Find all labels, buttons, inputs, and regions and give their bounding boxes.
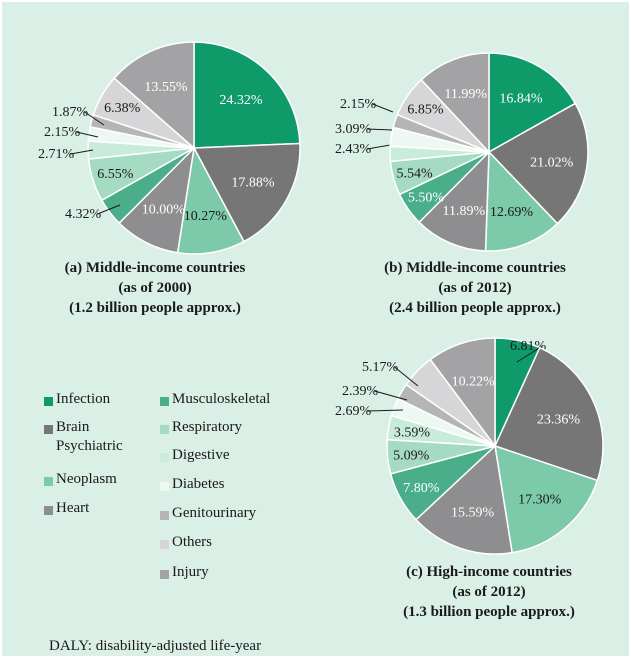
legend-swatch-respiratory (160, 425, 169, 434)
footnote: DALY: disability-adjusted life-year (49, 638, 262, 654)
leader-c-diabetes (367, 409, 404, 412)
label-a-musculoskeletal: 4.32% (65, 207, 102, 222)
slice-c-brain-psychiatric (493, 346, 604, 482)
label-c-genitourinary: 2.39% (342, 384, 379, 399)
label-c-respiratory: 5.09% (393, 449, 430, 464)
legend-label-heart: Heart (56, 500, 90, 516)
leader-b-digestive (367, 144, 391, 150)
pie-a: 24.32% 17.88% 10.27%10.00% 4.32% 6.55% 2.71% 2… (38, 41, 301, 255)
slice-a-injury (113, 41, 195, 150)
caption-c-line-3: (1.3 billion people approx.) (403, 604, 575, 620)
leader-c-infection (516, 345, 543, 363)
caption-a-line-2: (as of 2000) (118, 280, 192, 296)
label-b-injury: 11.99% (444, 87, 487, 102)
pie-b: 16.84% 21.02% 12.69% 11.89%5.50% 5.54% 2.43% 3… (335, 52, 589, 252)
label-a-infection: 24.32% (219, 93, 263, 108)
label-c-infection: 6.81% (510, 339, 547, 354)
label-b-heart: 11.89% (442, 204, 485, 219)
caption-a-line-1: (a) Middle-income countries (64, 260, 246, 276)
label-c-brain-psychiatric: 23.36% (537, 413, 581, 428)
slice-b-infection (488, 52, 577, 154)
label-b-respiratory: 5.54% (397, 167, 434, 182)
label-c-musculoskeletal: 7.80% (403, 481, 440, 496)
label-c-heart: 15.59% (451, 505, 495, 520)
legend-label-infection: Infection (56, 391, 111, 407)
legend-label-brain-psychiatric: Brain Psychiatric (56, 419, 123, 454)
caption-b-line-1: (b) Middle-income countries (384, 260, 566, 276)
slice-a-brain-psychiatric (192, 142, 301, 243)
legend-swatch-diabetes (160, 482, 169, 491)
label-c-neoplasm: 17.30% (518, 493, 562, 508)
caption-c-line-1: (c) High-income countries (406, 564, 572, 580)
legend-swatch-others (160, 540, 169, 549)
legend-label-respiratory: Respiratory (172, 419, 242, 435)
legend-swatch-heart (44, 506, 53, 515)
label-c-injury: 10.22% (452, 374, 496, 389)
caption-a-line-3: (1.2 billion people approx.) (69, 300, 241, 316)
label-c-others: 5.17% (362, 360, 399, 375)
label-b-genitourinary: 2.15% (340, 97, 377, 112)
leader-c-genitourinary (374, 390, 408, 401)
legend-swatch-digestive (160, 453, 169, 462)
label-b-digestive: 2.43% (335, 142, 372, 157)
label-a-digestive: 2.71% (38, 147, 75, 162)
label-a-genitourinary: 1.87% (52, 105, 89, 120)
legend-swatch-genitourinary (160, 511, 169, 520)
legend-swatch-neoplasm (44, 477, 53, 486)
caption-b: (b) Middle-income countries (as of 2012)… (350, 258, 600, 318)
label-b-diabetes: 3.09% (335, 122, 372, 137)
label-b-brain-psychiatric: 21.02% (530, 155, 574, 170)
label-a-neoplasm: 10.27% (184, 209, 228, 224)
caption-c-line-2: (as of 2012) (452, 584, 526, 600)
label-b-neoplasm: 12.69% (490, 205, 534, 220)
legend-swatch-musculoskeletal (160, 397, 169, 406)
label-a-diabetes: 2.15% (44, 125, 81, 140)
label-b-infection: 16.84% (499, 91, 543, 106)
slice-c-heart (414, 444, 513, 555)
slice-b-brain-psychiatric (487, 102, 589, 225)
slice-c-injury (429, 337, 496, 449)
label-b-musculoskeletal: 5.50% (408, 191, 445, 206)
leader-a-digestive (70, 149, 94, 155)
leader-a-musculoskeletal (97, 204, 121, 215)
label-c-digestive: 3.59% (394, 426, 431, 441)
slice-c-neoplasm (494, 444, 599, 554)
label-c-diabetes: 2.69% (335, 404, 372, 419)
legend-label-genitourinary: Genitourinary (172, 505, 257, 521)
label-b-others: 6.85% (407, 102, 444, 117)
label-a-heart: 10.00% (142, 203, 186, 218)
caption-a: (a) Middle-income countries (as of 2000)… (30, 258, 280, 318)
legend-label-neoplasm: Neoplasm (56, 471, 117, 487)
label-a-respiratory: 6.55% (97, 167, 134, 182)
caption-b-line-3: (2.4 billion people approx.) (389, 300, 561, 316)
legend-label-injury: Injury (172, 564, 209, 580)
slice-b-injury (420, 52, 490, 154)
legend-label-musculoskeletal: Musculoskeletal (172, 391, 271, 407)
legend-swatch-injury (160, 570, 169, 579)
legend-swatch-infection (44, 397, 53, 406)
pie-c: 6.81% 23.36% 17.30% 15.59% 7.80% 5.09% 3.59% 2.… (335, 337, 604, 555)
leader-a-genitourinary (84, 111, 105, 126)
legend-label-diabetes: Diabetes (172, 476, 225, 492)
legend-label-others: Others (172, 534, 212, 550)
slice-b-heart (418, 150, 490, 252)
legend-label-digestive: Digestive (172, 447, 230, 463)
leader-a-diabetes (76, 131, 99, 138)
slice-a-infection (193, 41, 301, 149)
label-a-injury: 13.55% (144, 80, 188, 95)
leader-b-diabetes (367, 128, 393, 131)
caption-c: (c) High-income countries (as of 2012) (… (364, 562, 614, 622)
label-a-others: 6.38% (104, 101, 141, 116)
leader-c-others (394, 366, 419, 387)
legend-swatch-brain-psychiatric (44, 425, 53, 434)
caption-b-line-2: (as of 2012) (438, 280, 512, 296)
label-a-brain-psychiatric: 17.88% (231, 176, 275, 191)
leader-b-genitourinary (372, 103, 394, 113)
slice-b-neoplasm (484, 150, 559, 252)
